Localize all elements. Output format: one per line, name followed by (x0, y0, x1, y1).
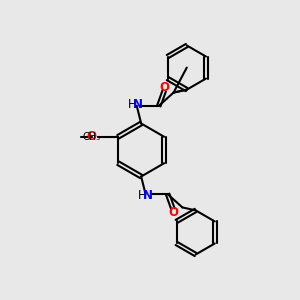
Text: N: N (143, 188, 153, 202)
Text: H: H (128, 98, 137, 111)
Text: CH₃: CH₃ (83, 132, 101, 142)
Text: O: O (168, 206, 178, 219)
Text: O: O (86, 130, 96, 143)
Text: N: N (133, 98, 143, 111)
Text: H: H (138, 188, 146, 202)
Text: O: O (159, 81, 169, 94)
